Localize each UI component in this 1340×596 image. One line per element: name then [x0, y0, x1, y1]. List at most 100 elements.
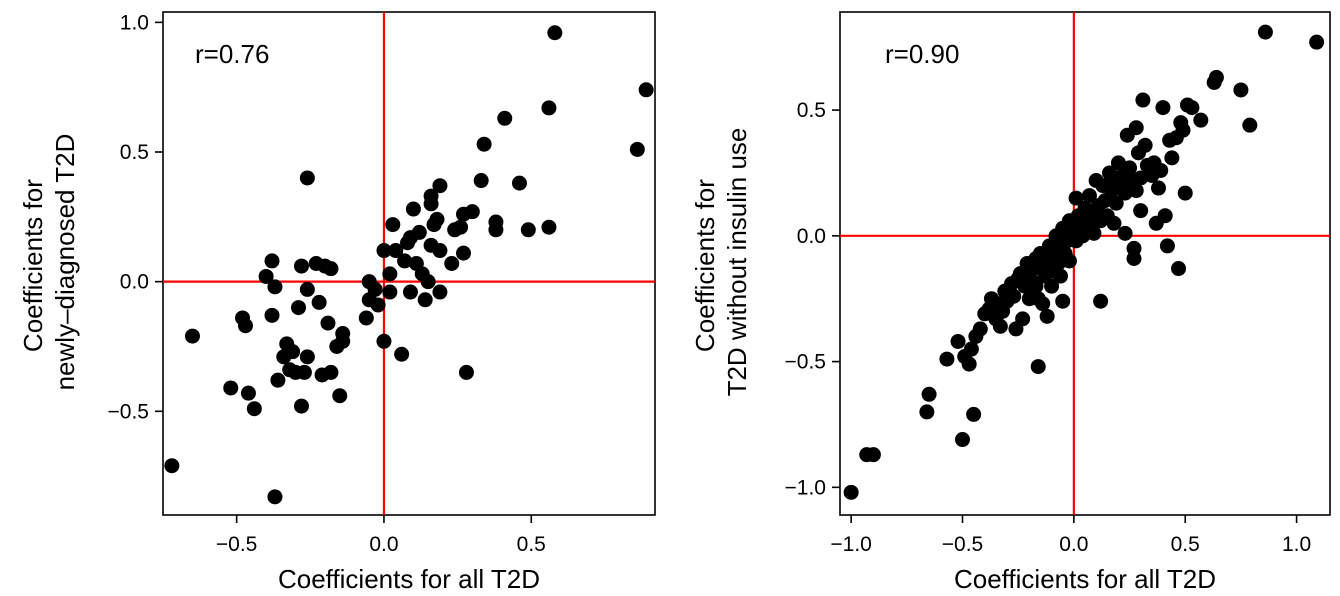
data-point	[388, 243, 404, 259]
x-tick-label: 0.0	[1059, 533, 1088, 556]
reference-lines	[840, 12, 1330, 515]
data-point	[919, 404, 935, 420]
data-point	[541, 100, 557, 116]
data-point	[1093, 293, 1109, 309]
data-point	[1309, 34, 1325, 50]
data-point	[237, 318, 253, 334]
data-point	[1184, 100, 1200, 116]
data-point	[1155, 100, 1171, 116]
data-point	[382, 266, 398, 282]
data-point	[299, 349, 315, 365]
data-point	[335, 333, 351, 349]
data-point	[464, 204, 480, 220]
y-axis-title: Coefficients for newly–diagnosed T2D	[18, 134, 80, 391]
x-ticks: −0.5 0.0 0.5	[216, 515, 546, 556]
data-point	[164, 458, 180, 474]
data-point	[299, 170, 315, 186]
data-point	[1068, 190, 1084, 206]
data-point	[453, 219, 469, 235]
data-point	[423, 188, 439, 204]
data-point	[939, 351, 955, 367]
data-point	[270, 372, 286, 388]
data-point	[1030, 359, 1046, 375]
data-point	[299, 281, 315, 297]
data-point	[264, 253, 280, 269]
data-point	[1242, 117, 1258, 133]
data-point	[1061, 253, 1077, 269]
x-tick-label: 1.0	[1282, 533, 1311, 556]
data-point	[402, 284, 418, 300]
scatter-panel-left: −0.5 0.0 0.5 −0.5 0.0 0.5 1.0 r=0.76 Coeffici…	[18, 11, 656, 594]
data-point	[264, 307, 280, 323]
data-point	[367, 281, 383, 297]
data-point	[291, 300, 307, 316]
data-point	[950, 333, 966, 349]
y-ticks: −1.0 −0.5 0.0 0.5	[785, 99, 840, 499]
data-point	[320, 315, 336, 331]
data-point	[476, 136, 492, 152]
data-point	[323, 364, 339, 380]
data-point	[1151, 180, 1166, 196]
data-point	[1128, 183, 1144, 199]
data-point	[921, 386, 937, 402]
y-tick-label: −0.5	[785, 351, 826, 374]
y-tick-label: 0.0	[120, 271, 149, 294]
y-tick-label: 0.5	[120, 141, 149, 164]
data-point	[385, 217, 401, 233]
data-point	[865, 447, 881, 463]
data-point	[376, 243, 392, 259]
data-point	[296, 364, 312, 380]
data-point	[267, 279, 283, 295]
data-point	[972, 321, 988, 337]
data-point	[1177, 185, 1193, 201]
data-point	[397, 253, 413, 269]
data-point	[417, 292, 433, 308]
x-axis-title: Coefficients for all T2D	[278, 564, 540, 594]
data-point	[1028, 278, 1044, 294]
data-point	[497, 110, 513, 126]
y-ticks: −0.5 0.0 0.5 1.0	[108, 11, 163, 423]
data-point	[332, 388, 348, 404]
data-point	[1159, 238, 1175, 254]
x-tick-label: 0.5	[1171, 533, 1200, 556]
correlation-annotation: r=0.76	[195, 39, 269, 69]
data-point	[1126, 250, 1142, 266]
x-tick-label: 0.5	[517, 533, 546, 556]
y-axis-title-line-2: newly–diagnosed T2D	[50, 134, 80, 391]
data-point	[1015, 311, 1031, 327]
data-point	[1055, 293, 1071, 309]
y-axis-title-line-1: Coefficients for	[690, 179, 720, 352]
data-point	[432, 178, 448, 194]
y-tick-label: 1.0	[120, 11, 149, 34]
data-point	[1128, 120, 1144, 136]
data-point	[1164, 150, 1180, 166]
correlation-annotation: r=0.90	[885, 39, 959, 69]
data-point	[420, 274, 436, 290]
data-point	[223, 380, 239, 396]
y-tick-label: −0.5	[108, 400, 149, 423]
data-point	[638, 82, 654, 98]
data-point	[1122, 160, 1138, 176]
data-point	[293, 258, 309, 274]
data-point	[1117, 225, 1133, 241]
data-point	[1175, 122, 1191, 138]
y-tick-label: −1.0	[785, 476, 826, 499]
x-tick-label: 0.0	[369, 533, 398, 556]
data-point	[1108, 195, 1124, 211]
data-point	[432, 243, 448, 259]
data-point	[184, 328, 200, 344]
x-tick-label: −0.5	[942, 533, 983, 556]
data-point	[629, 141, 645, 157]
data-point	[963, 341, 979, 357]
data-point	[1035, 296, 1051, 312]
data-point	[955, 432, 970, 448]
data-point	[285, 344, 301, 360]
data-point	[444, 256, 460, 271]
data-point	[1081, 188, 1097, 204]
plot-frame	[839, 11, 1331, 516]
data-points	[843, 24, 1325, 500]
data-point	[473, 173, 489, 189]
y-axis-title: Coefficients for T2D without insulin use	[690, 128, 752, 397]
data-point	[1171, 261, 1187, 277]
x-ticks: −1.0 −0.5 0.0 0.5 1.0	[830, 515, 1311, 556]
